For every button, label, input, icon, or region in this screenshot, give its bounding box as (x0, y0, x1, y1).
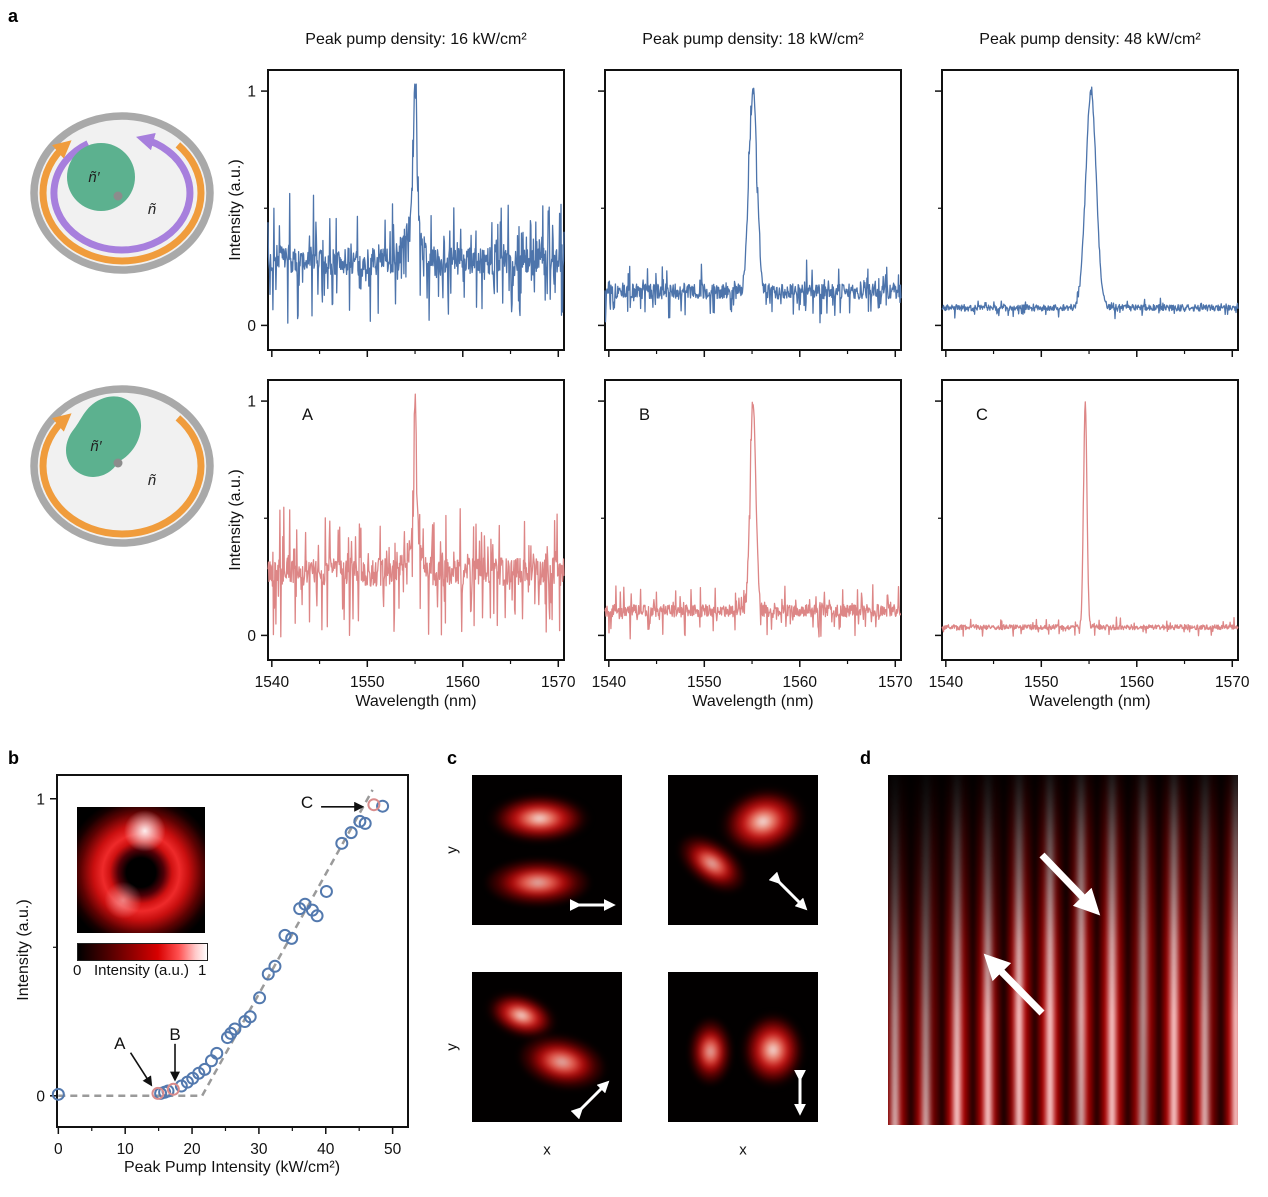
beam-arrow-down-right-icon (1039, 852, 1101, 916)
svg-text:A: A (114, 1034, 126, 1053)
panel-label-b: b (8, 748, 19, 768)
pump-arrow-orange-icon (39, 140, 205, 265)
y-axis-label-row2: Intensity (a.u.) (227, 469, 244, 571)
polarization-arrow-diagonal-icon (570, 1080, 610, 1120)
svg-text:1550: 1550 (350, 674, 385, 691)
colorbar-title: Intensity (a.u.) (93, 962, 190, 979)
spectrum-plot-top-48 (935, 69, 1239, 357)
scatterer-dot (113, 458, 123, 468)
colorbar-min-label: 0 (73, 962, 82, 979)
panel-c-ylabel-bottom: y (443, 1043, 461, 1051)
svg-text:1560: 1560 (446, 674, 481, 691)
spectrum-plot-bottom-16: 1540 1550 1560 1570 0 1 A (247, 379, 576, 691)
svg-text:0: 0 (54, 1141, 63, 1158)
panel-label-a: a (8, 6, 19, 26)
outer-index-label: ñ (148, 472, 157, 489)
x-axis-label-col3: Wavelength (nm) (1029, 693, 1151, 710)
x-axis-label-col1: Wavelength (nm) (355, 693, 477, 710)
col-title-18: Peak pump density: 18 kW/cm² (642, 31, 864, 48)
inner-index-label: ñ′ (88, 169, 100, 186)
fringe-arrows (983, 852, 1101, 1016)
mode-image-vertical-pol (668, 972, 818, 1122)
cavity-diagram-unidirectional: ñ′ ñ (30, 385, 214, 547)
svg-text:1: 1 (36, 791, 45, 808)
scatterer-dot (113, 191, 123, 201)
panel-label-d: d (860, 748, 871, 768)
intensity-colorbar (77, 943, 208, 961)
mode-arrow-purple-icon (50, 132, 194, 254)
svg-text:30: 30 (250, 1141, 268, 1158)
svg-text:0: 0 (247, 318, 256, 335)
outer-index-label: ñ (148, 201, 157, 218)
y-axis-label-row1: Intensity (a.u.) (227, 159, 244, 261)
svg-text:C: C (301, 793, 313, 812)
spectrum-plot-bottom-18: 1540 1550 1560 1570 B (592, 379, 913, 691)
svg-text:40: 40 (317, 1141, 335, 1158)
mode-image-diagonal-pol-2 (472, 972, 622, 1122)
svg-text:1: 1 (247, 394, 256, 411)
svg-text:1: 1 (247, 84, 256, 101)
gain-region-blob (66, 396, 142, 477)
svg-text:1540: 1540 (592, 674, 627, 691)
svg-text:1570: 1570 (541, 674, 576, 691)
colorbar-max-label: 1 (198, 962, 207, 979)
svg-text:C: C (976, 406, 988, 424)
svg-text:50: 50 (384, 1141, 402, 1158)
panel-c-xlabel-left: x (543, 1141, 551, 1159)
spectrum-plot-top-16: 01 (247, 69, 565, 357)
y-axis-label-threshold: Intensity (a.u.) (15, 899, 32, 1001)
svg-text:1570: 1570 (1215, 674, 1250, 691)
svg-text:20: 20 (183, 1141, 201, 1158)
x-axis-label-threshold: Peak Pump Intensity (kW/cm²) (123, 1159, 341, 1176)
x-axis-label-col2: Wavelength (nm) (692, 693, 814, 710)
svg-text:1560: 1560 (783, 674, 818, 691)
col-title-16: Peak pump density: 16 kW/cm² (305, 31, 527, 48)
pump-arrow-orange-icon (39, 413, 205, 538)
svg-text:B: B (639, 406, 650, 424)
svg-text:1540: 1540 (929, 674, 964, 691)
interference-fringe-image (888, 775, 1238, 1125)
spectrum-plot-top-18 (598, 69, 902, 357)
polarization-arrow-diagonal-icon (768, 871, 808, 911)
svg-text:0: 0 (36, 1088, 45, 1105)
cavity-diagram-bidirectional: ñ′ ñ (30, 112, 214, 274)
panel-c-xlabel-right: x (739, 1141, 747, 1159)
spectrum-plot-bottom-48: 1540 1550 1560 1570 C (929, 379, 1250, 691)
mode-image-diagonal-pol-1 (668, 775, 818, 925)
svg-text:A: A (302, 406, 313, 424)
panel-label-c: c (447, 748, 458, 768)
beam-arrow-up-left-icon (983, 953, 1045, 1016)
svg-text:1550: 1550 (687, 674, 722, 691)
polarization-arrow-horizontal-icon (569, 899, 616, 911)
svg-text:10: 10 (117, 1141, 135, 1158)
svg-text:0: 0 (247, 628, 256, 645)
svg-text:1560: 1560 (1120, 674, 1155, 691)
gain-region (67, 143, 135, 211)
fringe-pattern (888, 775, 1238, 1125)
panel-c-ylabel-top: y (443, 846, 461, 854)
donut-mode-inset-image (77, 807, 205, 933)
svg-text:B: B (169, 1025, 180, 1044)
svg-text:1540: 1540 (255, 674, 290, 691)
svg-text:1550: 1550 (1024, 674, 1059, 691)
polarization-arrow-vertical-icon (794, 1069, 806, 1116)
svg-text:1570: 1570 (878, 674, 913, 691)
inner-index-label: ñ′ (90, 438, 102, 455)
col-title-48: Peak pump density: 48 kW/cm² (979, 31, 1201, 48)
mode-image-horizontal-pol (472, 775, 622, 925)
